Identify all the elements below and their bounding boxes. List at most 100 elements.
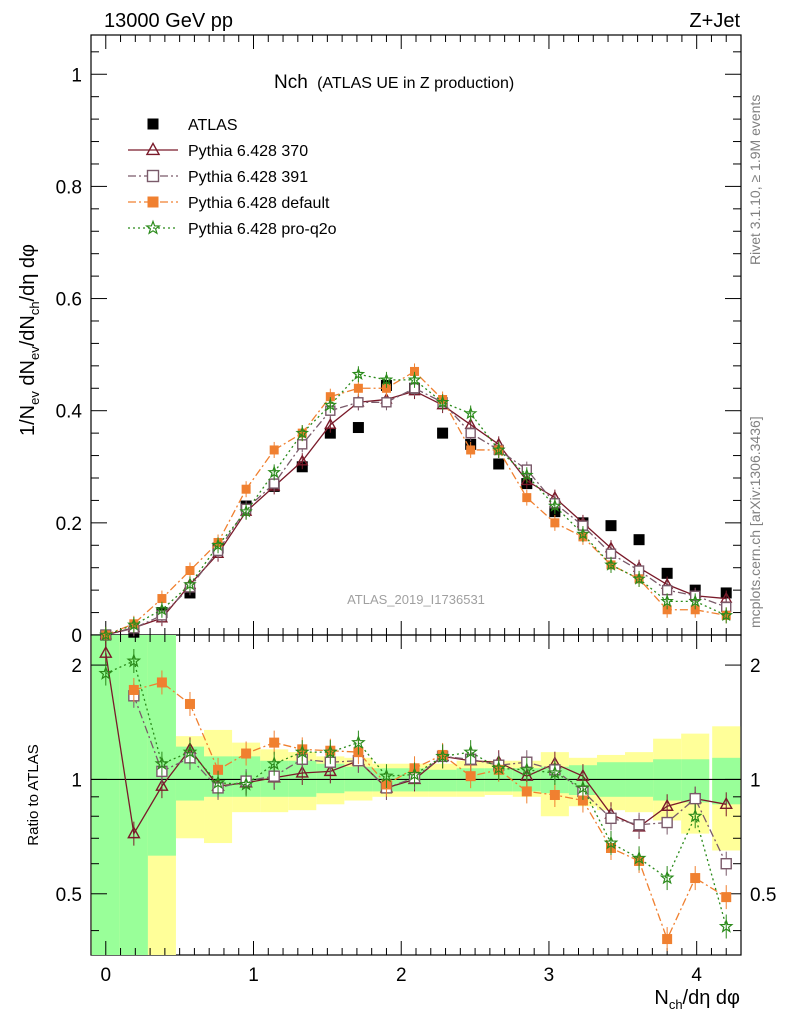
ratio-point	[660, 798, 674, 811]
ratio-point	[687, 808, 703, 823]
legend-marker	[147, 118, 159, 130]
data-point	[491, 442, 506, 456]
ratio-series-3	[98, 649, 734, 939]
y-tick-label-ratio-right: 1	[750, 770, 761, 791]
data-point	[407, 372, 422, 386]
data-point	[155, 602, 169, 616]
data-point	[183, 577, 197, 591]
ratio-point	[266, 755, 282, 771]
ratio-point	[99, 645, 113, 658]
y-axis-label-ratio: Ratio to ATLAS	[25, 744, 42, 845]
ratio-point	[603, 835, 619, 850]
analysis-watermark: ATLAS_2019_I1736531	[347, 592, 485, 607]
data-point	[296, 454, 309, 466]
ratio-point	[128, 684, 139, 695]
ratio-uncertainty-bands	[91, 635, 741, 955]
y-tick-label-ratio: 2	[71, 656, 82, 677]
ratio-line	[133, 695, 727, 864]
ratio-point	[323, 763, 338, 777]
data-point	[297, 439, 308, 450]
data-point	[381, 383, 391, 393]
ratio-point	[213, 764, 224, 775]
ratio-point	[210, 775, 226, 789]
data-point	[323, 397, 338, 411]
data-point	[324, 417, 337, 430]
ratio-point	[379, 768, 394, 783]
ratio-point	[238, 776, 254, 791]
y-tick-label-main: 0.8	[56, 177, 82, 198]
ratio-point	[549, 789, 560, 800]
x-tick-label: 1	[248, 965, 259, 986]
data-point	[661, 567, 673, 579]
data-point	[466, 445, 476, 455]
data-point	[465, 427, 476, 439]
ratio-point	[662, 934, 673, 945]
data-point	[295, 425, 310, 439]
ratio-point	[491, 760, 507, 775]
data-point	[604, 557, 618, 571]
series-line	[105, 370, 727, 636]
series-line	[105, 387, 727, 636]
data-point	[661, 584, 673, 596]
data-point	[269, 445, 279, 455]
ratio-point	[718, 918, 734, 933]
ratio-point	[435, 748, 450, 763]
ratio-point	[269, 737, 280, 748]
data-point	[633, 534, 645, 546]
ratio-point	[322, 744, 338, 759]
ratio-point	[661, 816, 673, 829]
ratio-point	[659, 870, 675, 885]
data-point	[267, 465, 281, 479]
ratio-line	[133, 681, 727, 941]
ratio-point	[241, 748, 252, 759]
data-point	[157, 594, 167, 604]
ratio-point	[126, 653, 142, 668]
data-point	[550, 518, 560, 528]
legend-label: Pythia 6.428 default	[188, 195, 330, 212]
ratio-point	[351, 734, 366, 749]
ratio-point	[721, 892, 732, 903]
legend-label: ATLAS	[188, 117, 238, 134]
ratio-point	[184, 698, 195, 709]
data-point	[98, 627, 113, 641]
ratio-point	[633, 819, 645, 831]
data-point	[185, 566, 195, 576]
y-tick-label-ratio: 0.5	[56, 885, 82, 906]
legend-label: Pythia 6.428 pro-q2o	[188, 221, 337, 238]
ratio-point	[127, 826, 141, 839]
x-tick-label: 3	[544, 965, 555, 986]
data-point	[520, 468, 534, 482]
data-point	[605, 548, 617, 559]
data-point	[576, 527, 590, 540]
data-point	[690, 605, 700, 615]
data-point	[522, 493, 532, 503]
data-point	[239, 504, 253, 518]
ratio-line	[105, 660, 727, 927]
y-tick-label-main: 0.2	[56, 514, 82, 535]
mcplots-info: mcplots.cern.ch [arXiv:1306.3436]	[747, 416, 763, 628]
energy-label: 13000 GeV pp	[104, 10, 233, 32]
data-point	[605, 520, 617, 532]
ratio-point	[719, 796, 733, 810]
ratio-point	[689, 792, 701, 805]
ratio-point	[521, 786, 532, 797]
ratio-point	[156, 677, 167, 688]
ratio-band-green	[428, 769, 457, 792]
data-point	[324, 427, 336, 439]
legend-label: Pythia 6.428 370	[188, 143, 308, 160]
ratio-band-green	[91, 635, 120, 955]
y-tick-label-main: 0	[71, 626, 82, 647]
ratio-point	[605, 812, 617, 825]
data-point	[352, 422, 364, 434]
y-tick-label-main: 0.6	[56, 290, 82, 311]
data-point	[662, 605, 672, 615]
data-point	[660, 594, 674, 608]
data-point	[520, 473, 533, 486]
process-label: Z+Jet	[689, 10, 740, 32]
ratio-point	[295, 765, 309, 778]
data-point	[325, 392, 335, 402]
ratio-point	[575, 780, 591, 795]
main-series-group	[98, 363, 734, 643]
data-point	[435, 395, 450, 409]
legend-marker	[147, 196, 159, 208]
